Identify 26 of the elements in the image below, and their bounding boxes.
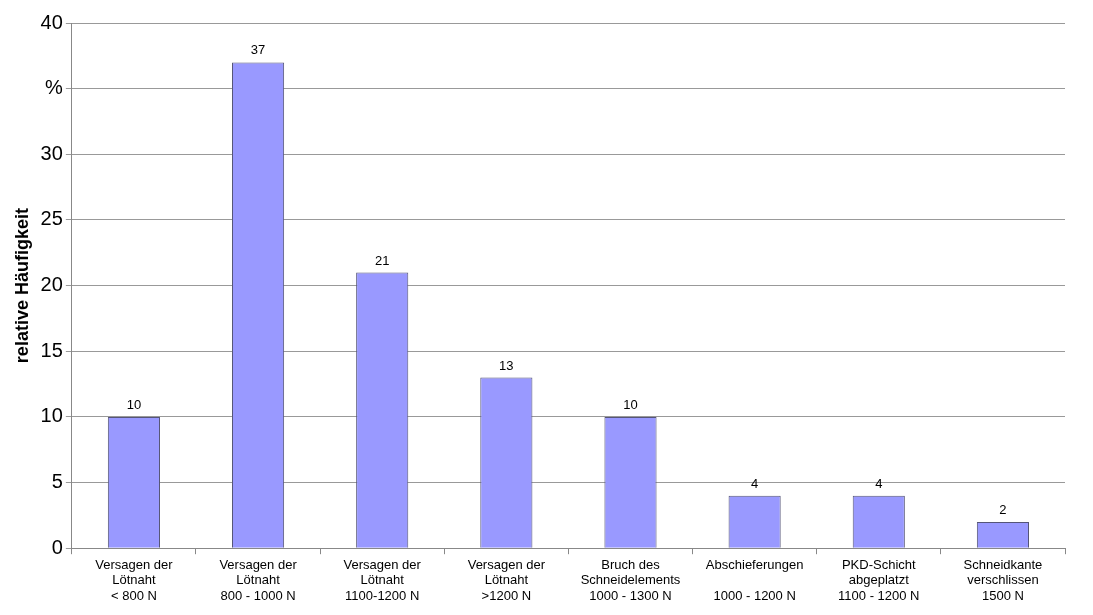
x-tick-label: PKD-Schicht abgeplatzt 1100 - 1200 N (838, 556, 920, 603)
y-tick-label: 0 (51, 535, 63, 558)
data-label: 10 (126, 396, 142, 412)
data-label: 2 (999, 502, 1007, 518)
x-tick-label: Versagen der Lötnaht < 800 N (95, 556, 174, 603)
y-axis-title: relative Häufigkeit (11, 208, 32, 364)
data-label: 4 (875, 475, 883, 491)
x-tick-label: Versagen der Lötnaht 1100-1200 N (343, 556, 422, 603)
x-tick-label: Versagen der Lötnaht 800 - 1000 N (219, 556, 298, 603)
y-tick-label: % (45, 76, 64, 99)
x-tick-label: Schneidkante verschlissen 1500 N (963, 556, 1043, 603)
data-label: 13 (499, 357, 514, 373)
y-tick-label: 40 (40, 10, 63, 33)
y-tick-label: 25 (40, 207, 63, 230)
x-tick-label: Versagen der Lötnaht >1200 N (467, 556, 546, 603)
y-tick-label: 5 (51, 470, 63, 493)
x-tick-label: Bruch des Schneidelements 1000 - 1300 N (580, 556, 681, 603)
category-label: Abschieferungen 1000 - 1200 N (705, 556, 804, 603)
data-label: 4 (751, 475, 759, 491)
y-tick-label: 15 (40, 338, 63, 361)
y-tick-label: 20 (40, 273, 63, 296)
data-label: 10 (623, 396, 638, 412)
y-tick-label: 30 (40, 141, 63, 164)
data-label: 21 (374, 252, 390, 268)
y-tick-label: 10 (40, 404, 63, 427)
data-label: 37 (250, 42, 266, 58)
